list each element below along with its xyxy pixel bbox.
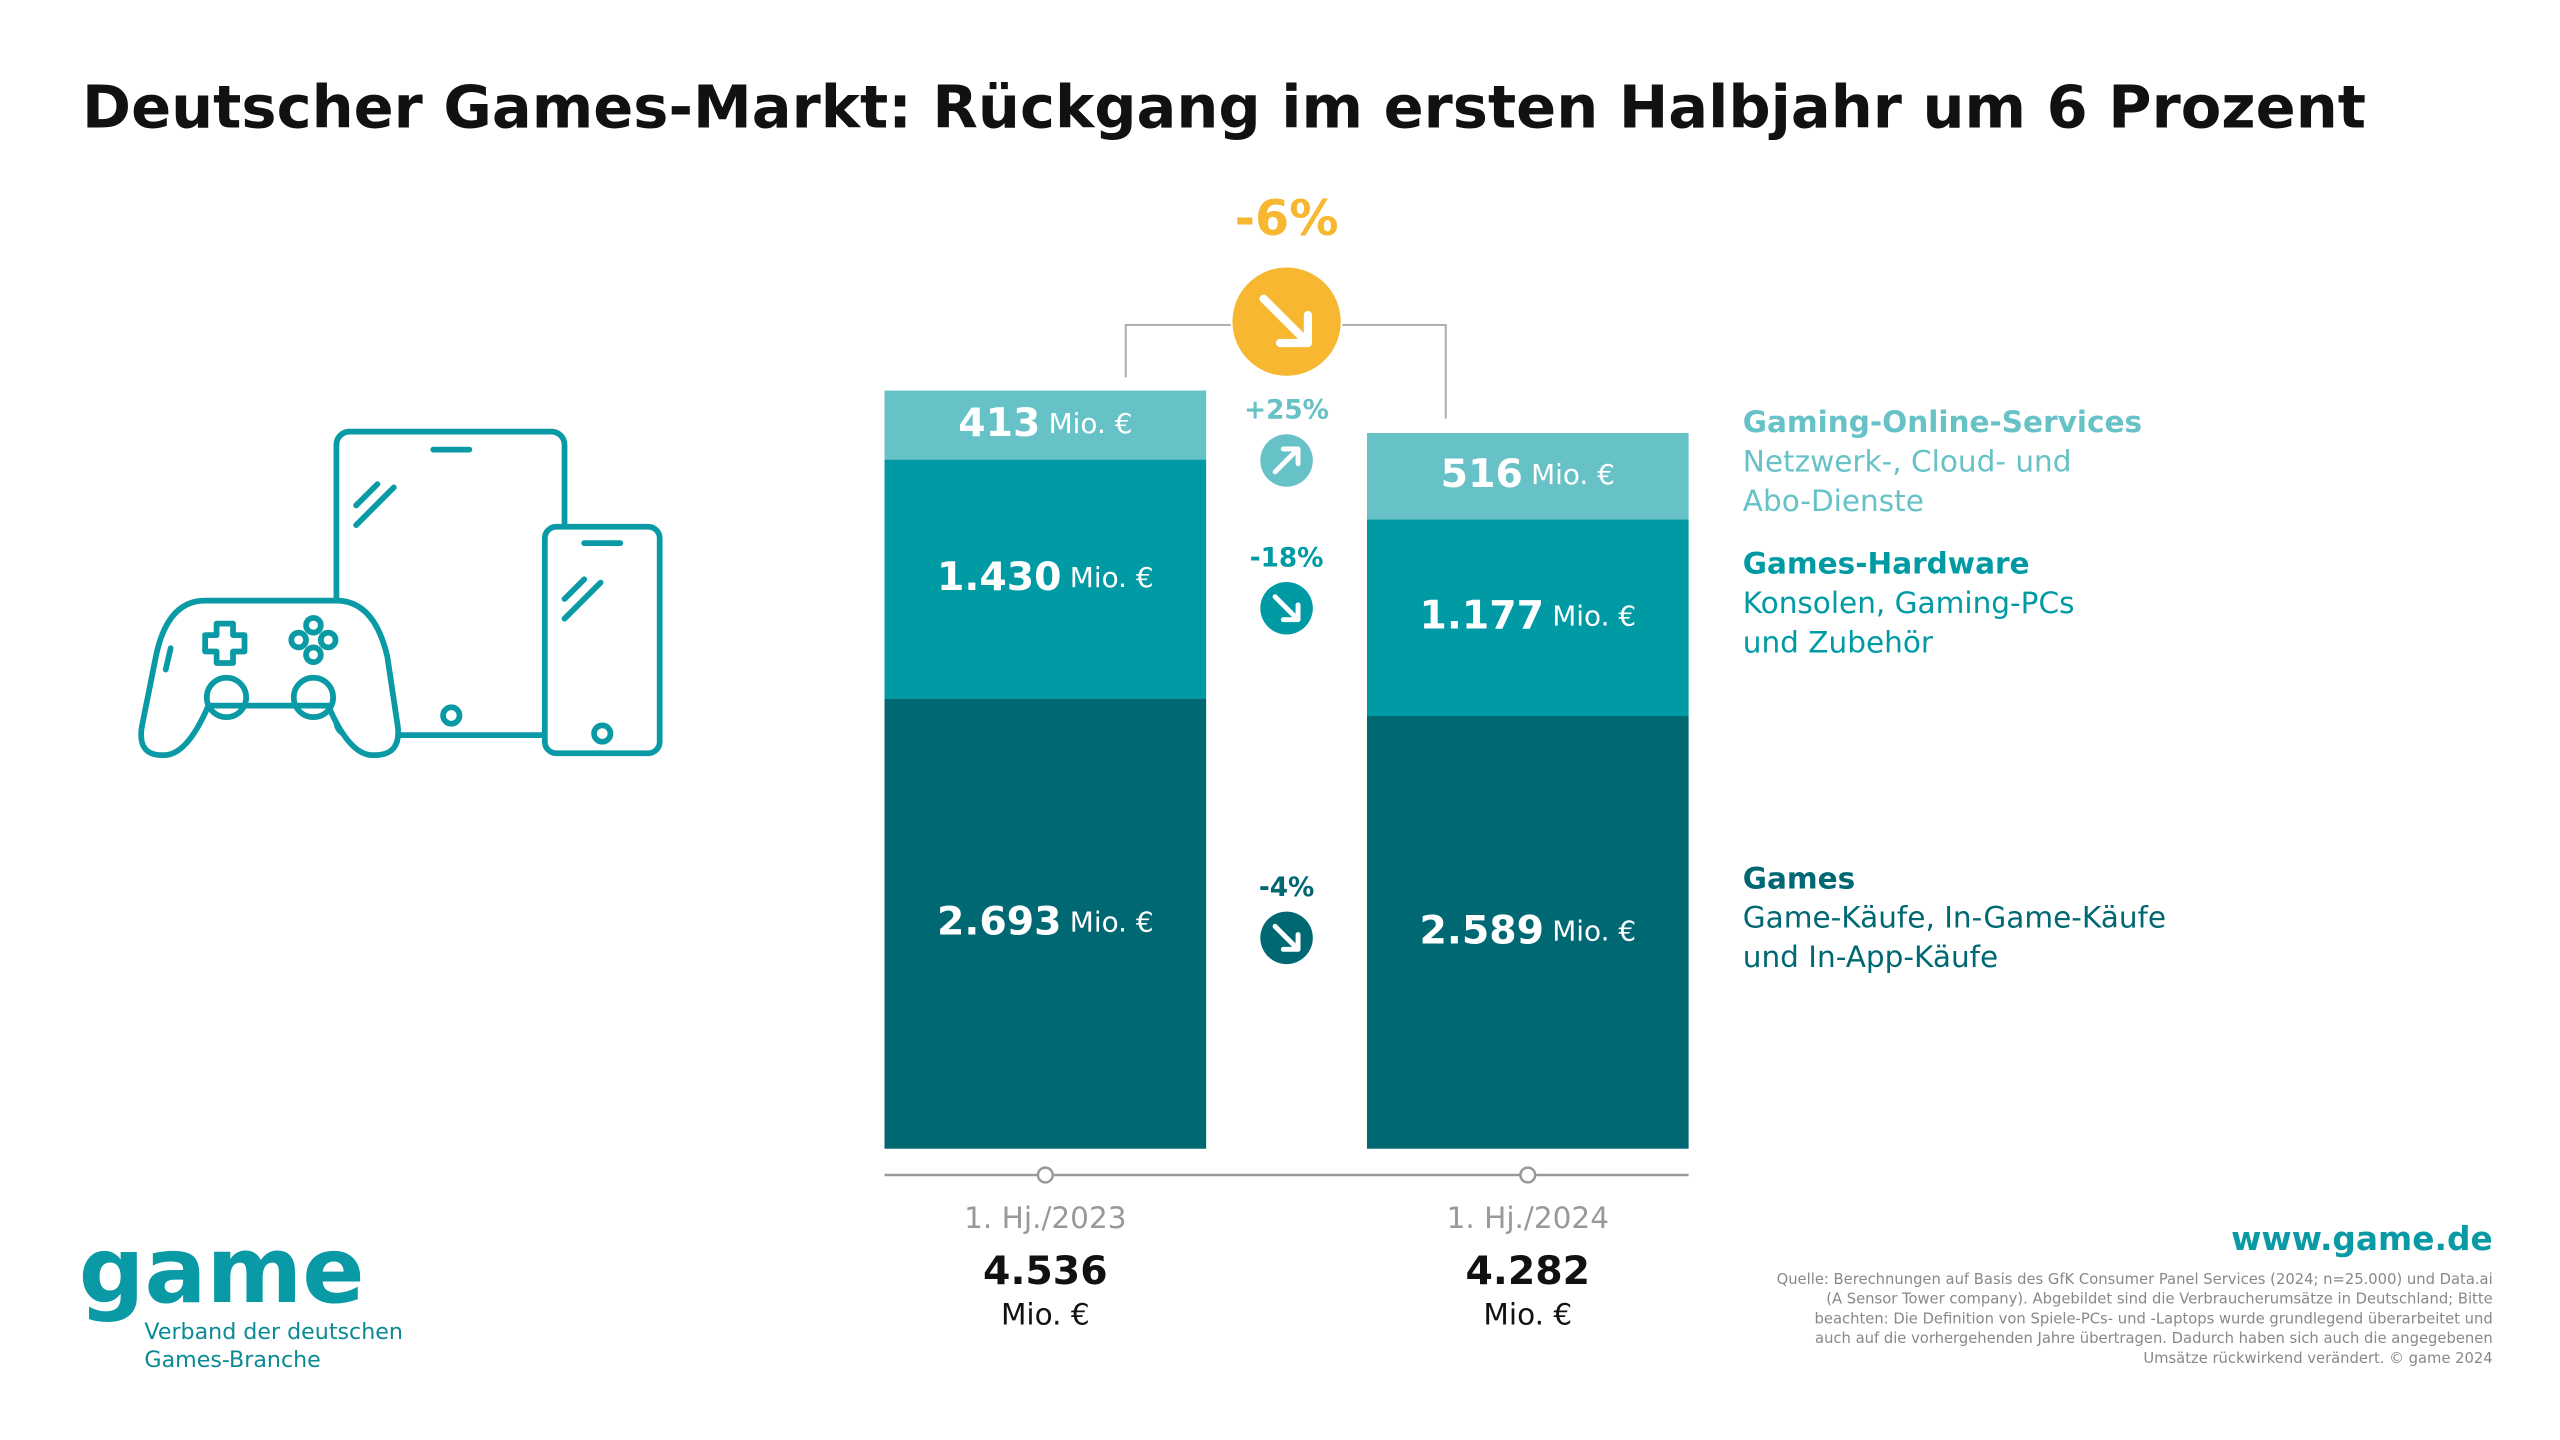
source-note: (A Sensor Tower company). Abgebildet sin…: [1826, 1291, 2493, 1308]
organization: Games-Branche: [144, 1347, 320, 1373]
total-change-label: -6%: [1235, 189, 1339, 247]
value-unit: Mio. €: [1049, 407, 1133, 440]
value-label: 2.693 Mio. €: [937, 898, 1154, 944]
value-label: 1.177 Mio. €: [1420, 592, 1637, 638]
website: www.game.de: [2231, 1220, 2493, 1258]
legend-description: Netzwerk-, Cloud- und: [1743, 445, 2072, 479]
value-number: 2.693: [937, 898, 1062, 944]
bar-segment: [1366, 433, 1689, 520]
legend-description: und In-App-Käufe: [1743, 940, 1998, 974]
value-label: 516 Mio. €: [1441, 451, 1615, 497]
bar-segment: [884, 698, 1207, 1149]
device-icon: [138, 428, 663, 758]
total-label: 4.282: [1466, 1248, 1591, 1294]
value-label: 1.430 Mio. €: [937, 554, 1154, 600]
change-label: -4%: [1259, 873, 1314, 903]
value-number: 2.589: [1420, 907, 1545, 953]
legend-title: Gaming-Online-Services: [1743, 405, 2142, 439]
arrow-icon: [1272, 923, 1301, 952]
value-unit: Mio. €: [1552, 600, 1636, 633]
bracket: [1124, 323, 1447, 419]
value-unit: Mio. €: [1070, 906, 1154, 939]
legend-description: Abo-Dienste: [1743, 484, 1924, 518]
legend-description: Konsolen, Gaming-PCs: [1743, 586, 2075, 620]
value-unit: Mio. €: [1070, 561, 1154, 594]
change-label: -18%: [1250, 543, 1324, 573]
legend-title: Games: [1743, 861, 1856, 895]
bar-segment: [1366, 715, 1689, 1149]
bar-segment: [884, 390, 1207, 460]
total-unit: Mio. €: [1001, 1298, 1090, 1332]
axis-tick: [1036, 1166, 1054, 1184]
logo: game: [79, 1217, 365, 1324]
value-number: 1.430: [937, 554, 1062, 600]
bar-segment: [1366, 519, 1689, 716]
arrow-icon: [1272, 594, 1301, 623]
value-number: 1.177: [1420, 592, 1545, 638]
value-unit: Mio. €: [1552, 914, 1636, 947]
legend-description: und Zubehör: [1743, 625, 1934, 659]
bar-segment: [884, 459, 1207, 699]
chart-title: Deutscher Games-Markt: Rückgang im erste…: [82, 73, 2366, 142]
value-label: 413 Mio. €: [958, 400, 1132, 446]
source-note: auch auf die vorhergehenden Jahre übertr…: [1815, 1330, 2493, 1347]
legend-title: Games-Hardware: [1743, 547, 2030, 581]
total-label: 4.536: [983, 1248, 1108, 1294]
organization: Verband der deutschen: [144, 1319, 403, 1345]
arrow-icon: [1272, 446, 1301, 475]
legend-description: Game-Käufe, In-Game-Käufe: [1743, 901, 2166, 935]
total-unit: Mio. €: [1483, 1298, 1572, 1332]
source-note: Quelle: Berechnungen auf Basis des GfK C…: [1777, 1271, 2493, 1288]
arrow-icon: [1259, 294, 1312, 348]
value-number: 516: [1441, 451, 1523, 497]
source-note: beachten: Die Definition von Spiele-PCs-…: [1815, 1310, 2493, 1327]
value-number: 413: [958, 400, 1040, 446]
source-note: Umsätze rückwirkend verändert. © game 20…: [2143, 1350, 2492, 1367]
change-label: +25%: [1244, 396, 1329, 426]
axis-tick: [1519, 1166, 1537, 1184]
value-unit: Mio. €: [1531, 458, 1615, 491]
x-tick-label: 1. Hj./2024: [1447, 1201, 1609, 1235]
x-tick-label: 1. Hj./2023: [964, 1201, 1126, 1235]
value-label: 2.589 Mio. €: [1420, 907, 1637, 953]
